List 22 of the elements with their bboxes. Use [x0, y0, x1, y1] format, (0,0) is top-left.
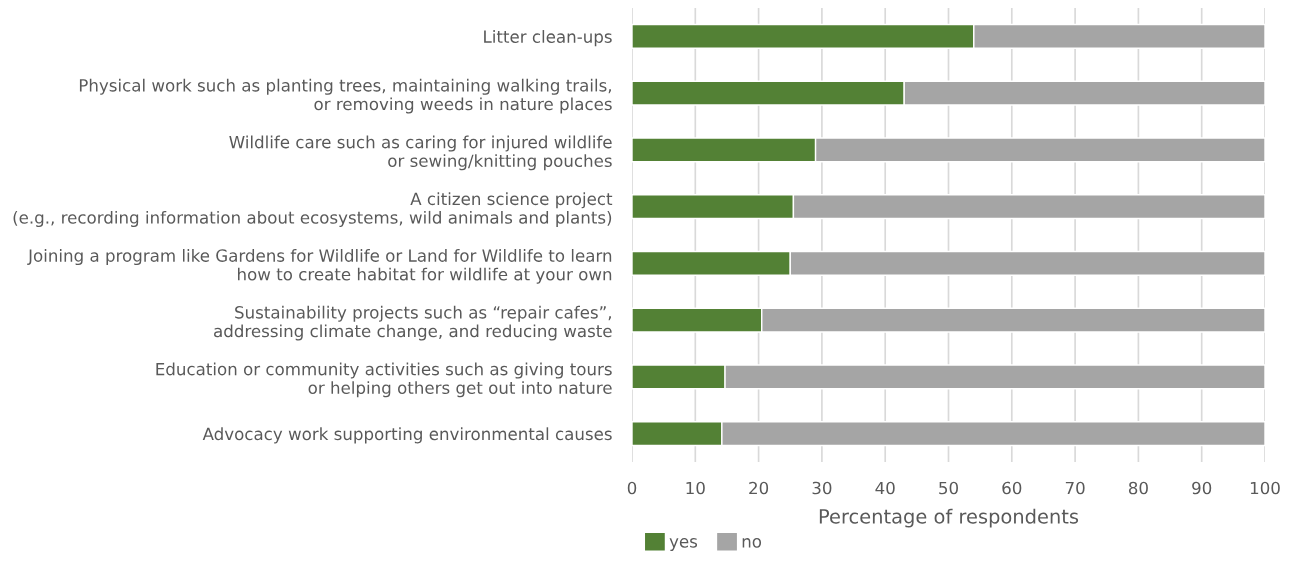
y-tick-label: Litter clean-ups [484, 30, 612, 47]
y-tick-label: Education or community activities such as giving tours or helping others get out into nature [156, 362, 612, 398]
x-tick-label: 50 [939, 481, 958, 495]
y-tick-label: Wildlife care such as caring for injured wildlife or sewing/knitting pouches [229, 135, 612, 171]
legend-label: no [742, 538, 762, 548]
y-tick-label: Joining a program like Gardens for Wildlife or Land for Wildlife to learn how to create habitat for wildlife at your own [27, 248, 612, 284]
y-tick-label: Advocacy work supporting environmental causes [202, 427, 612, 444]
y-tick-label: A citizen science project (e.g., recording information about ecosystems, wild animals and plants) [13, 192, 613, 228]
x-tick-label: 80 [1128, 481, 1148, 495]
x-tick-label: 40 [875, 481, 895, 495]
y-tick-label: Sustainability projects such as “repair cafes”, addressing climate change, and reducing waste [214, 305, 612, 341]
x-tick-label: 30 [812, 481, 832, 495]
x-tick-label: 0 [627, 481, 637, 495]
x-tick-label: 90 [1192, 481, 1212, 495]
x-tick-label: 70 [1065, 481, 1085, 495]
x-tick-label: 20 [749, 481, 769, 495]
x-tick-label: 60 [1002, 481, 1022, 495]
legend-label: yes [669, 538, 698, 551]
x-tick-label: 100 [1250, 481, 1280, 495]
y-tick-label: Physical work such as planting trees, maintaining walking trails, or removing weeds in nature places [79, 78, 612, 114]
x-axis-title: Percentage of respondents [819, 508, 1079, 528]
x-tick-label: 10 [686, 481, 705, 495]
